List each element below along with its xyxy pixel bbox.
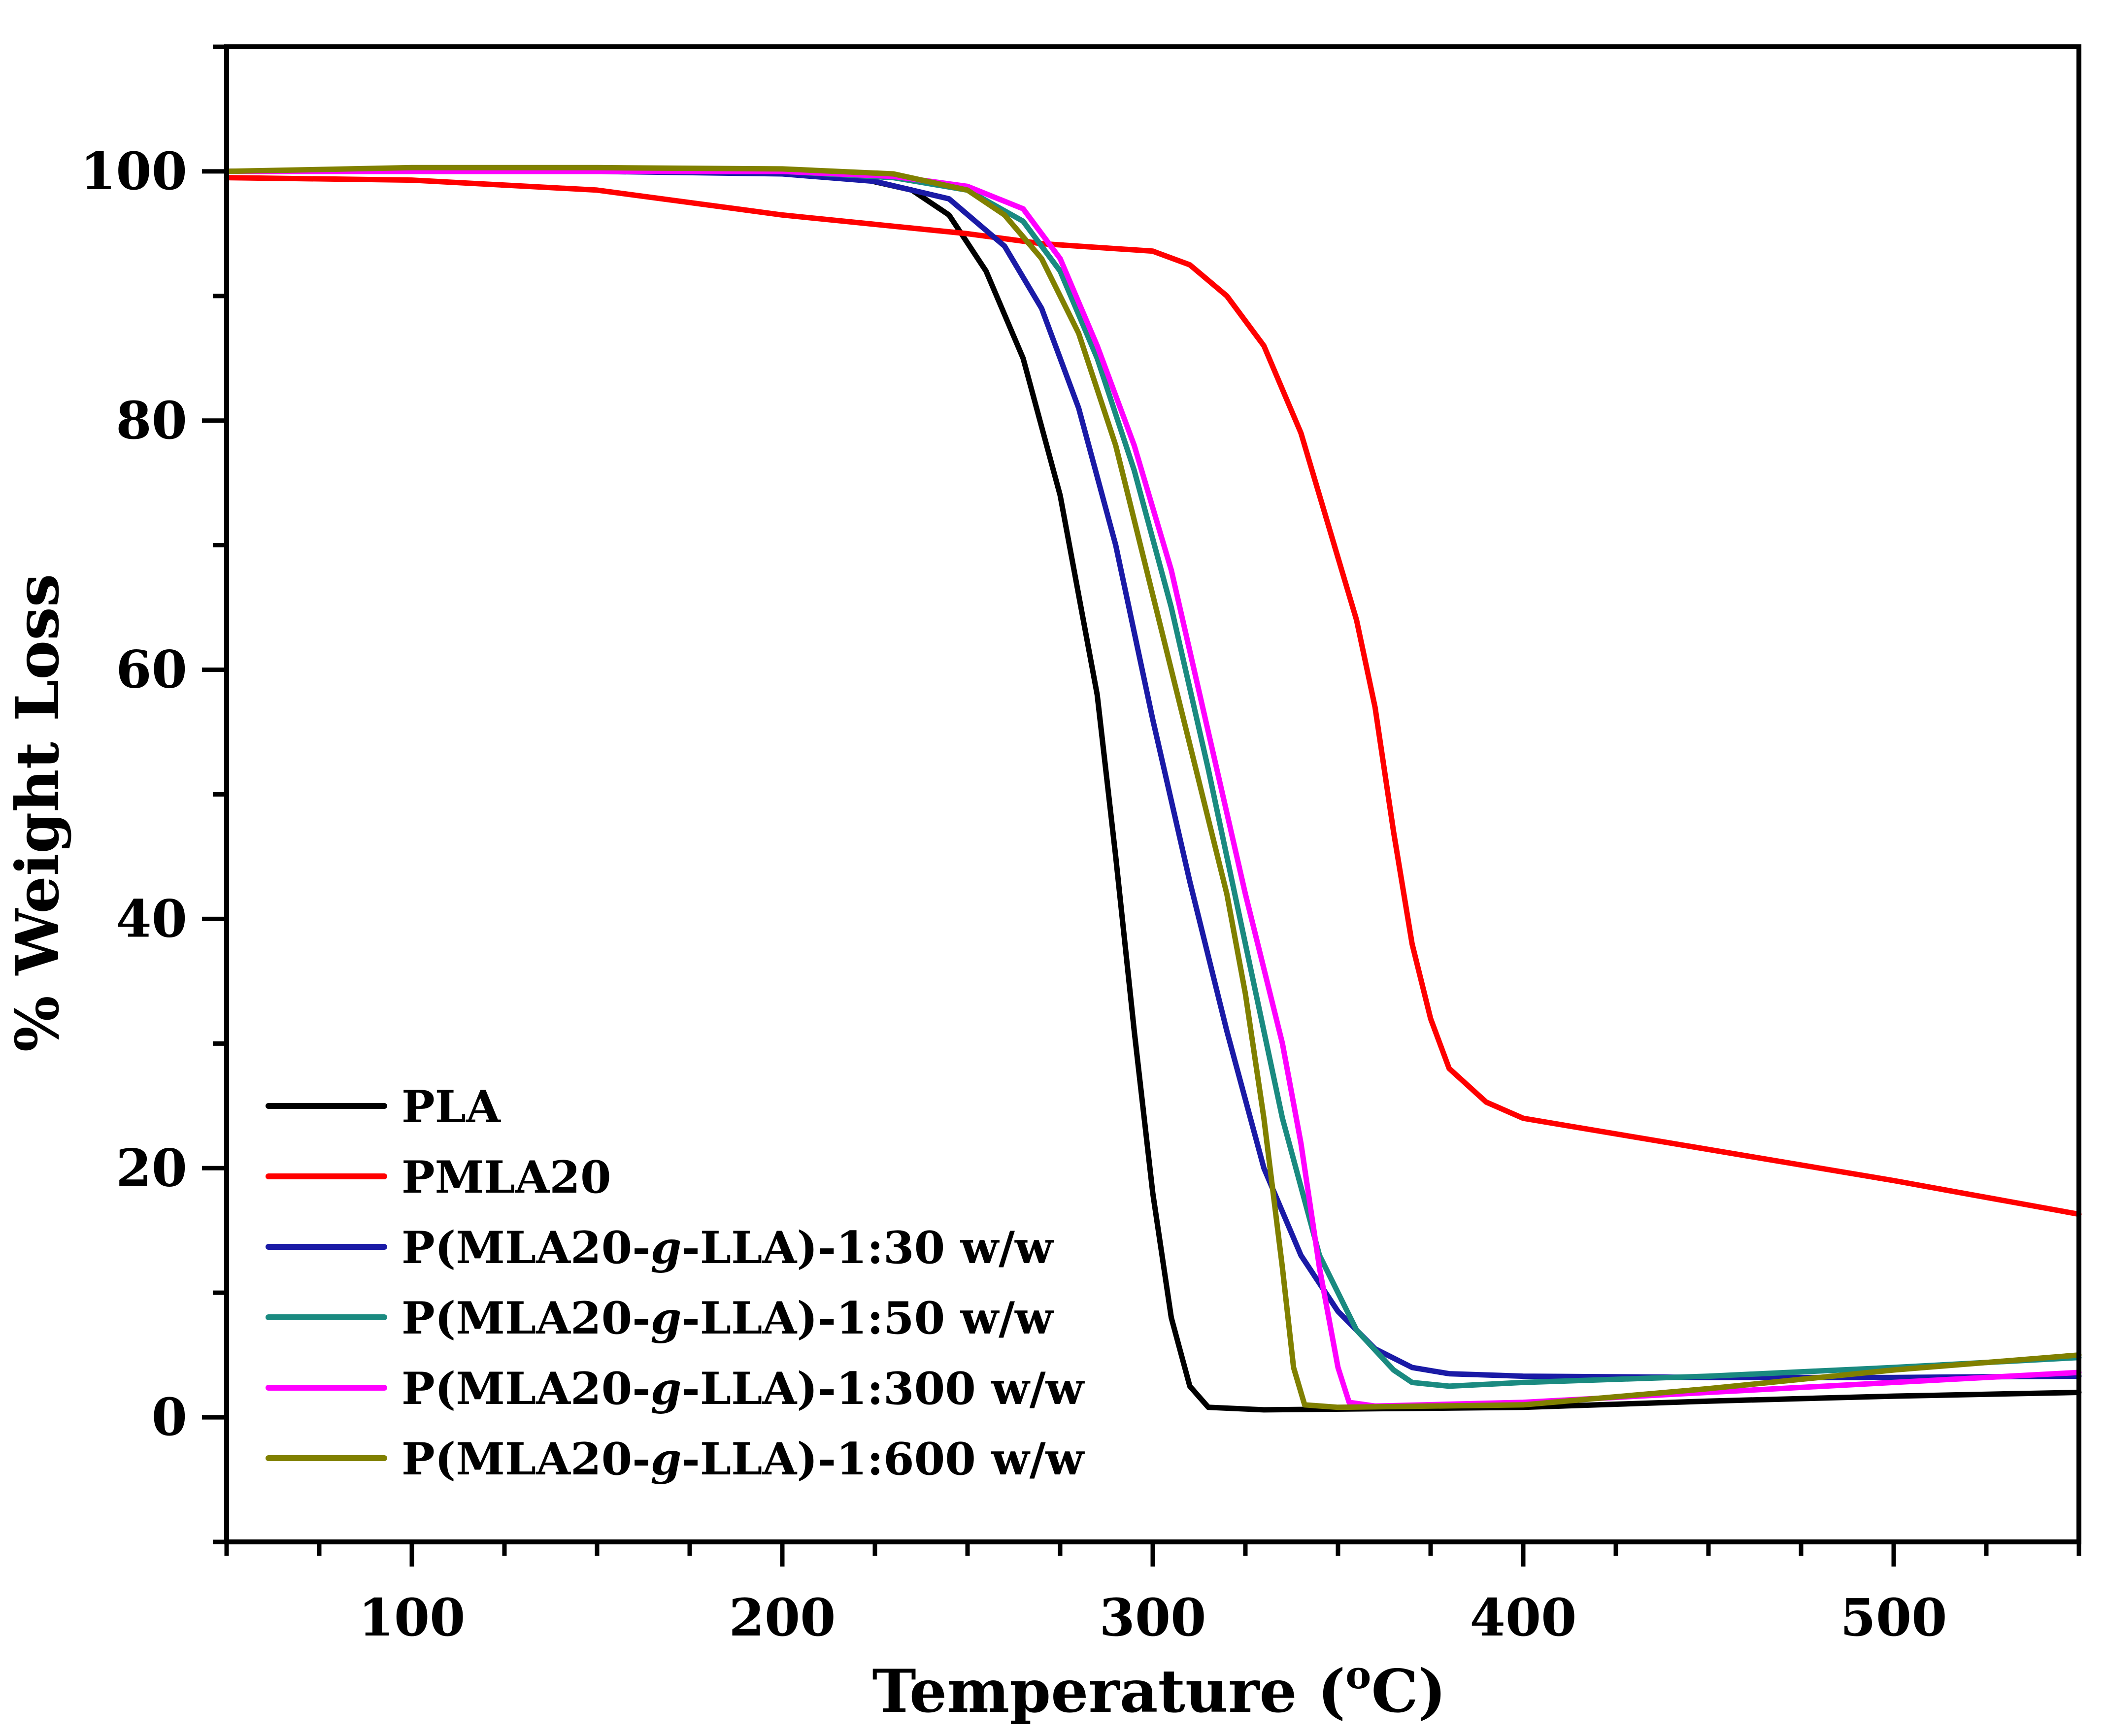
legend-label-0: PLA bbox=[401, 1081, 501, 1133]
y-tick-label: 20 bbox=[116, 1137, 187, 1198]
x-tick-label: 300 bbox=[1099, 1587, 1206, 1648]
x-axis-title: Temperature (oC) bbox=[872, 1653, 1446, 1726]
y-tick-label: 40 bbox=[116, 888, 187, 949]
axis-ticks bbox=[202, 44, 2081, 1567]
x-axis-unit-superscript: o bbox=[1345, 1653, 1371, 1698]
y-axis-title: % Weight Loss bbox=[3, 574, 72, 1052]
legend-label-2: P(MLA20-g-LLA)-1:30 w/w bbox=[401, 1222, 1054, 1274]
legend-label-3: P(MLA20-g-LLA)-1:50 w/w bbox=[401, 1292, 1054, 1344]
x-axis-unit: C bbox=[1371, 1657, 1418, 1726]
x-axis-title-text: Temperature bbox=[872, 1657, 1297, 1726]
legend: PLA PMLA20 P(MLA20-g-LLA)-1:30 w/w P(MLA20-… bbox=[266, 1081, 1085, 1485]
x-tick-label: 500 bbox=[1840, 1587, 1947, 1648]
x-tick-label: 100 bbox=[358, 1587, 465, 1648]
y-tick-label: 80 bbox=[116, 390, 187, 451]
legend-label-5: P(MLA20-g-LLA)-1:600 w/w bbox=[401, 1433, 1085, 1485]
plot-series bbox=[224, 165, 2082, 1413]
x-tick-label: 200 bbox=[729, 1587, 836, 1648]
plot-frame bbox=[224, 44, 2081, 1544]
y-tick-label: 0 bbox=[152, 1387, 187, 1447]
legend-label-4: P(MLA20-g-LLA)-1:300 w/w bbox=[401, 1363, 1085, 1415]
series-line-2 bbox=[224, 168, 2082, 1380]
y-tick-label: 100 bbox=[80, 141, 187, 201]
y-tick-label: 60 bbox=[116, 639, 187, 700]
tick-labels: 100 200 300 400 500 0 20 40 60 80 100 bbox=[80, 141, 1947, 1648]
legend-label-1: PMLA20 bbox=[401, 1151, 611, 1203]
x-tick-label: 400 bbox=[1470, 1587, 1576, 1648]
series-line-1 bbox=[224, 175, 2082, 1217]
series-line-5 bbox=[224, 165, 2082, 1410]
